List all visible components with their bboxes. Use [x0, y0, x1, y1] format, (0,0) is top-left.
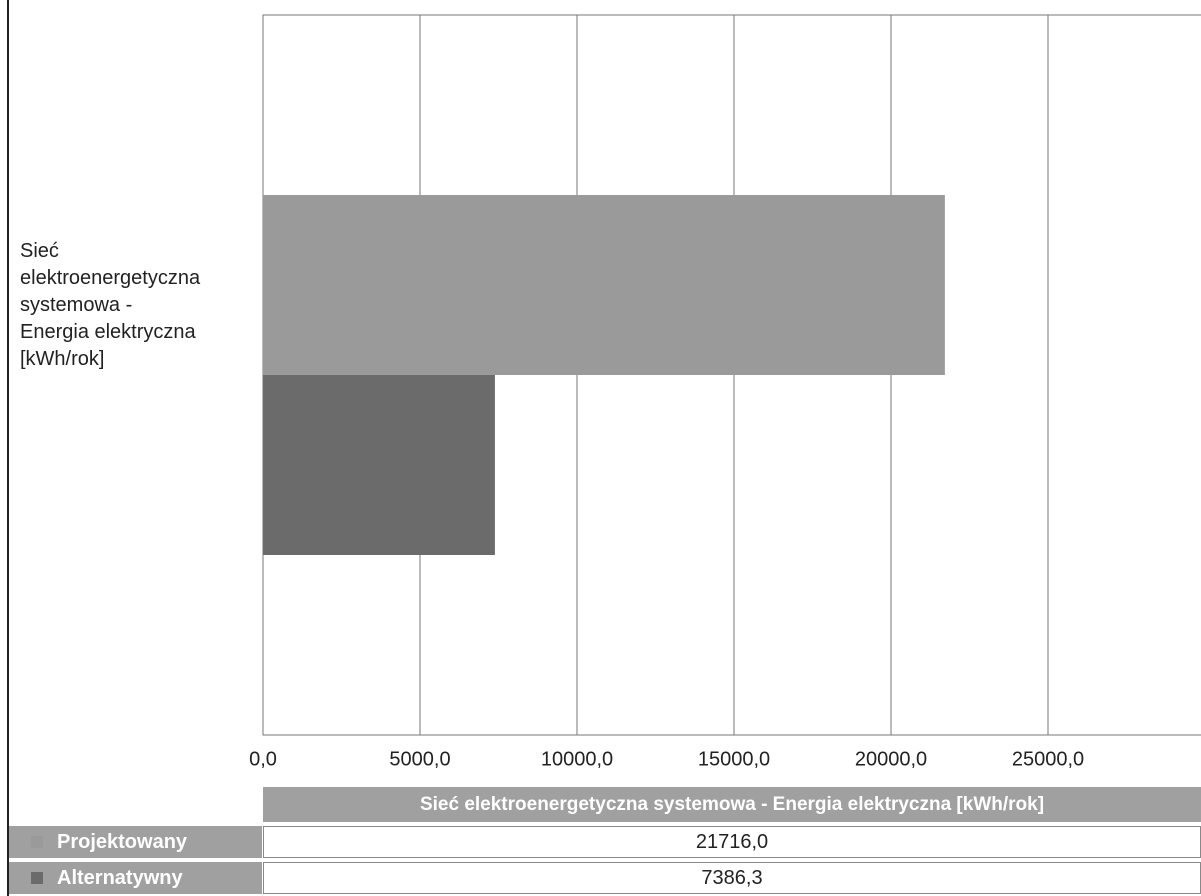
- x-tick-label: 20000,0: [855, 748, 927, 770]
- x-tick-label: 0,0: [249, 748, 277, 770]
- table-value: 7386,3: [263, 862, 1201, 894]
- legend-swatch: [31, 872, 43, 884]
- x-tick-label: 10000,0: [541, 748, 613, 770]
- x-tick-label: 5000,0: [389, 748, 450, 770]
- bar: [263, 195, 945, 375]
- legend-label: Alternatywny: [57, 866, 183, 889]
- table-header: Sieć elektroenergetyczna systemowa - Ene…: [263, 787, 1201, 822]
- bar: [263, 375, 495, 555]
- legend-entry: Alternatywny: [9, 862, 262, 894]
- legend-swatch: [31, 836, 43, 848]
- legend-entry: Projektowany: [9, 826, 262, 858]
- legend-label: Projektowany: [57, 830, 188, 853]
- table-value: 21716,0: [263, 826, 1201, 858]
- category-label: Sieć elektroenergetyczna systemowa - Ene…: [20, 240, 201, 370]
- x-tick-label: 25000,0: [1012, 748, 1084, 770]
- x-tick-label: 15000,0: [698, 748, 770, 770]
